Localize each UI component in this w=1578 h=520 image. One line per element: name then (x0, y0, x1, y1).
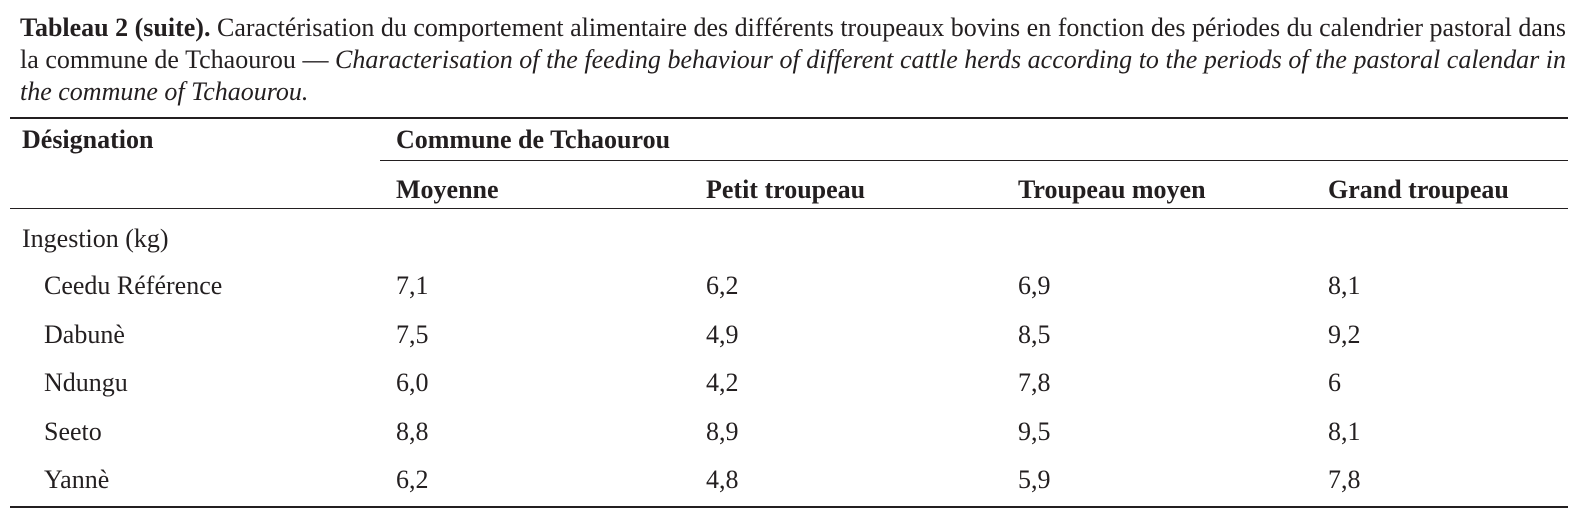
caption-english: Characterisation of the feeding behaviou… (20, 45, 1566, 106)
table-cell: 7,8 (1018, 368, 1051, 397)
table-cell: 9,5 (1018, 416, 1051, 446)
table-cell: 8,8 (396, 416, 429, 446)
column-header: Grand troupeau (1328, 175, 1509, 204)
table-cell: 4,8 (706, 465, 739, 494)
table-cell: 6,0 (396, 368, 429, 397)
table-cell: 6,2 (706, 271, 739, 300)
table-cell: 4,2 (706, 368, 739, 397)
row-label: Ndungu (44, 368, 128, 397)
table-cell: 8,1 (1328, 271, 1361, 300)
column-header: Moyenne (396, 175, 499, 204)
table-cell: 7,5 (396, 319, 429, 349)
row-label: Ceedu Référence (44, 271, 223, 300)
table-cell: 9,2 (1328, 319, 1361, 349)
group-rule (380, 160, 1568, 161)
section-label: Ingestion (kg) (22, 224, 169, 253)
table-cell: 6,9 (1018, 271, 1051, 300)
table-cell: 6 (1328, 368, 1341, 397)
table-cell: 4,9 (706, 319, 739, 349)
row-label: Yannè (44, 465, 110, 494)
table-cell: 8,1 (1328, 416, 1361, 446)
table-cell: 6,2 (396, 465, 429, 494)
column-header: Troupeau moyen (1018, 175, 1206, 204)
header-designation: Désignation (22, 125, 154, 154)
header-group: Commune de Tchaourou (396, 125, 671, 154)
table-cell: 8,9 (706, 416, 739, 446)
table-cell: 5,9 (1018, 465, 1051, 494)
table-cell: 7,8 (1328, 465, 1361, 494)
caption-french: Caractérisation du comportement alimenta… (20, 13, 1567, 74)
caption-label: Tableau 2 (suite). (20, 13, 211, 42)
header-rule (10, 208, 1568, 209)
bottom-rule (10, 506, 1568, 508)
table-caption: Tableau 2 (suite). Caractérisation du co… (20, 12, 1566, 108)
table-cell: 8,5 (1018, 319, 1051, 349)
row-label: Dabunè (44, 319, 125, 349)
row-label: Seeto (44, 416, 102, 446)
table-cell: 7,1 (396, 271, 429, 300)
top-rule (10, 117, 1568, 119)
column-header: Petit troupeau (706, 175, 866, 204)
